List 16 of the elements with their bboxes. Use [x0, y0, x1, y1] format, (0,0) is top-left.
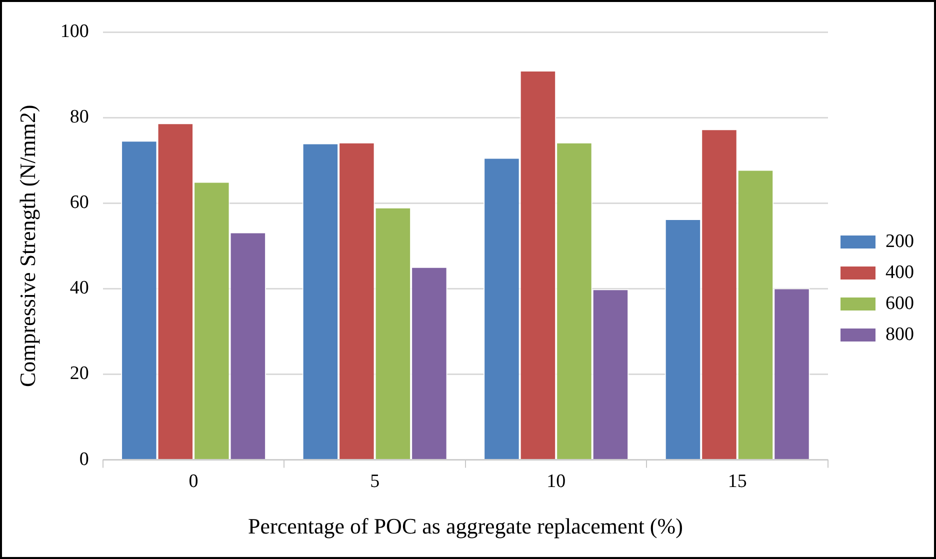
x-tick-label: 5 [370, 471, 380, 492]
y-tick-label: 0 [79, 448, 89, 470]
y-axis-title: Compressive Strength (N/mm2) [14, 104, 40, 388]
y-tick-label: 100 [60, 20, 89, 42]
x-tick-label: 0 [188, 471, 198, 492]
x-axis-title: Percentage of POC as aggregate replacement (%) [248, 514, 683, 539]
y-tick-label: 80 [70, 106, 89, 128]
y-tick-label: 60 [70, 192, 89, 214]
y-tick-label: 20 [70, 363, 89, 384]
y-tick-label: 40 [70, 278, 89, 299]
legend-label: 200 [886, 230, 914, 252]
x-tick-label: 10 [546, 471, 566, 492]
legend-label: 400 [886, 262, 914, 283]
x-tick-label: 15 [728, 471, 747, 492]
legend-label: 600 [886, 292, 914, 314]
legend-label: 800 [886, 324, 914, 345]
